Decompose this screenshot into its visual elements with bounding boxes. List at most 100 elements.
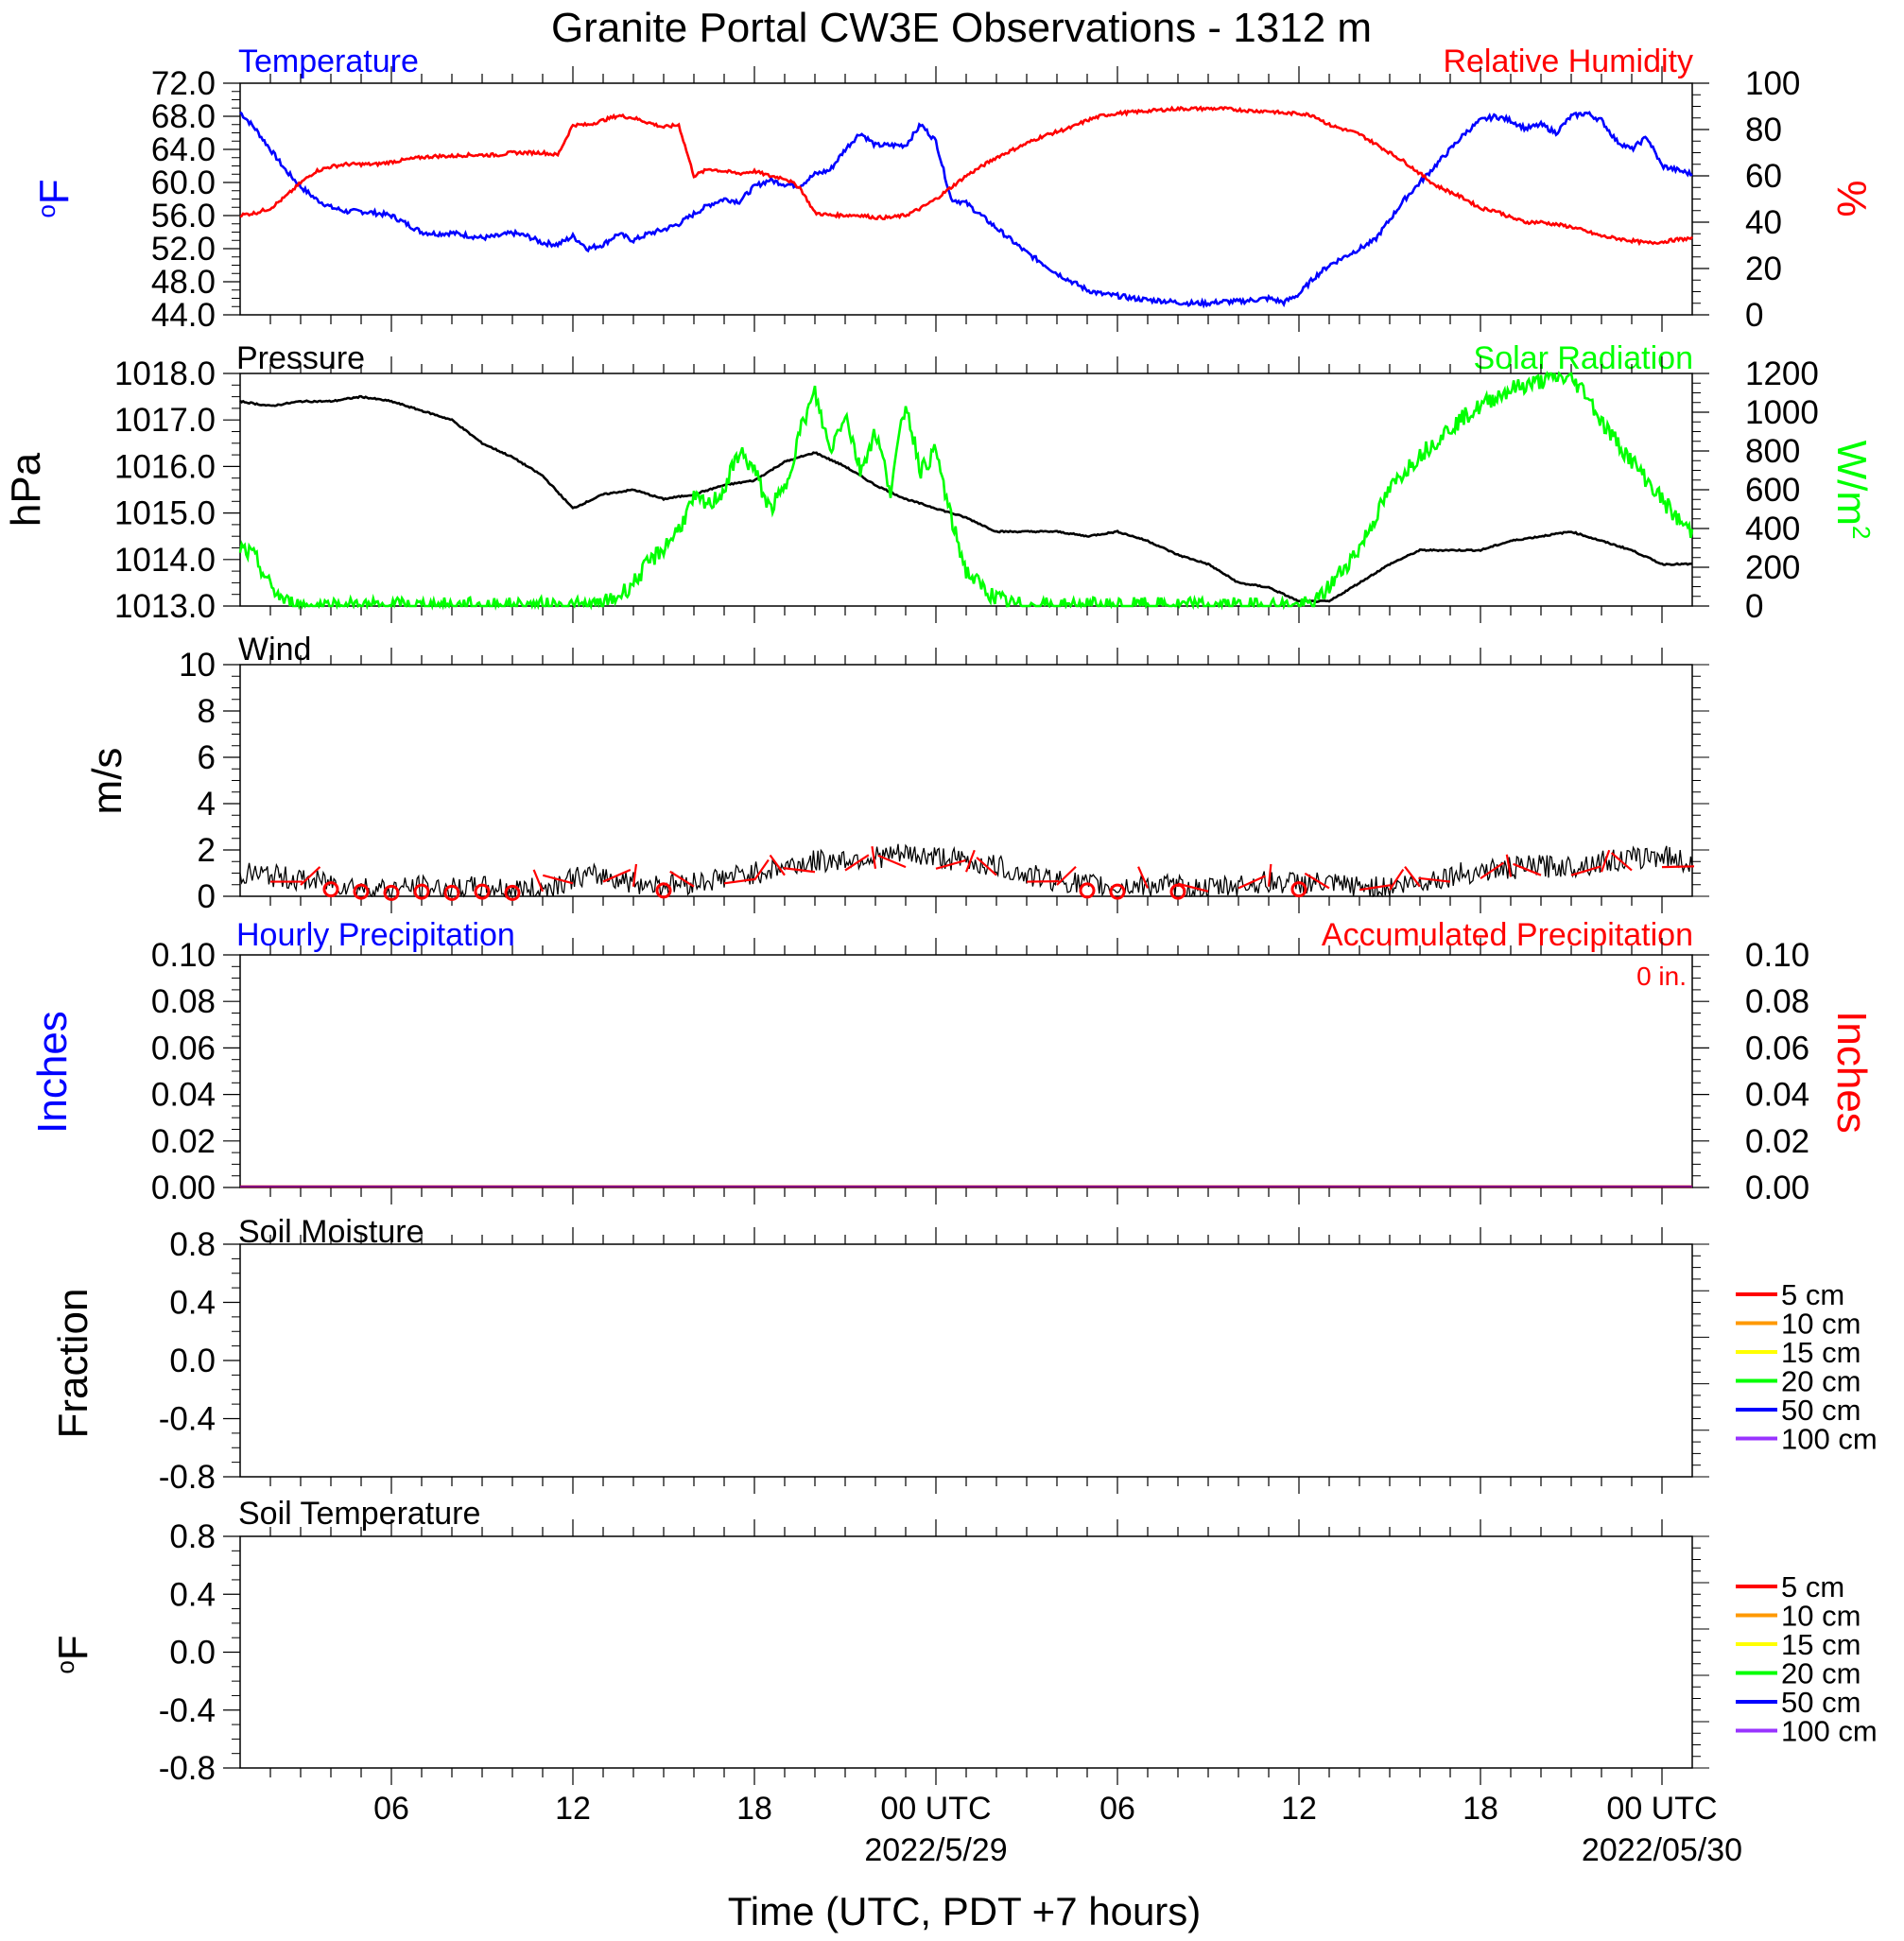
wind-barb [844, 854, 870, 872]
wind-barb [602, 868, 632, 883]
y-tick-label: 68.0 [151, 98, 216, 135]
x-tick-label: 18 [1463, 1791, 1498, 1827]
wind-barb [1513, 862, 1542, 876]
calm-wind-marker [353, 883, 370, 900]
y-tick-label: 0 [1745, 588, 1763, 625]
y-tick-label: -0.8 [159, 1750, 216, 1787]
y-tick-label: 60 [1745, 158, 1782, 195]
wind-barb [669, 870, 695, 888]
y-tick-label: 0.8 [169, 1518, 216, 1555]
panel-frame [239, 82, 1693, 316]
legend-label: 15 cm [1781, 1336, 1861, 1369]
y-tick-label: 1014.0 [114, 542, 216, 579]
hourly-precip-title: Hourly Precipitation [236, 917, 515, 953]
y-tick-label: 44.0 [151, 297, 216, 334]
x-tick-label: 06 [1099, 1791, 1135, 1827]
wind-barb [769, 854, 786, 876]
y-tick-label: 8 [198, 693, 216, 730]
accumulated-precip-ylabel: Inches [1828, 1011, 1875, 1134]
humidity-ylabel: % [1828, 180, 1875, 217]
wind-barb [1359, 884, 1392, 892]
wind-barb [783, 867, 816, 874]
y-tick-label: 0 [1745, 297, 1763, 334]
y-tick-label: -0.4 [159, 1401, 216, 1438]
wind-panel: Wind m/s [84, 632, 311, 814]
fahrenheit-unit: F [31, 179, 78, 204]
pressure-solar-panel: Pressure Solar Radiation hPa W/m2 [3, 340, 1876, 539]
y-tick-label: 0.0 [169, 1635, 216, 1672]
calm-wind-marker [322, 881, 339, 898]
y-tick-label: 600 [1745, 472, 1800, 509]
wind-barb [300, 866, 321, 886]
y-tick-label: 0.02 [1745, 1123, 1809, 1160]
y-tick-label: 2 [198, 832, 216, 869]
legend-label: 5 cm [1781, 1278, 1844, 1311]
x-date-label: 2022/05/30 [1582, 1832, 1742, 1868]
wind-barb [1267, 863, 1272, 887]
x-tick-label: 12 [1281, 1791, 1317, 1827]
legend-label: 50 cm [1781, 1394, 1861, 1427]
soil-temperature-title: Soil Temperature [238, 1496, 480, 1532]
wind-barb [1389, 868, 1405, 891]
y-tick-label: 64.0 [151, 131, 216, 168]
humidity-title: Relative Humidity [1443, 43, 1693, 79]
degree-sign: o [32, 204, 61, 217]
y-tick-label: 100 [1745, 65, 1800, 102]
pressure-ylabel: hPa [3, 452, 49, 527]
solar-title: Solar Radiation [1474, 340, 1693, 376]
wind-barb [871, 846, 877, 870]
y-tick-label: 0 [198, 878, 216, 915]
calm-wind-marker [413, 883, 430, 900]
y-tick-label: 4 [198, 786, 216, 823]
y-tick-label: 6 [198, 739, 216, 776]
y-tick-label: 400 [1745, 511, 1800, 547]
y-tick-label: 0.4 [169, 1285, 216, 1322]
temperature-ylabel: oF [31, 179, 78, 217]
wind-barb [1570, 865, 1601, 876]
y-tick-label: 1000 [1745, 394, 1819, 431]
y-tick-label: 0.02 [151, 1123, 216, 1160]
wind-barb [1177, 882, 1209, 893]
y-tick-label: 1015.0 [114, 495, 216, 532]
y-tick-label: -0.8 [159, 1459, 216, 1496]
y-tick-label: 0.06 [1745, 1030, 1809, 1066]
x-axis-label: Time (UTC, PDT +7 hours) [728, 1889, 1202, 1933]
wind-barb [1480, 861, 1505, 880]
legend-label: 5 cm [1781, 1570, 1844, 1603]
soil-temperature-ylabel: oF [50, 1635, 96, 1673]
calm-wind-marker [504, 884, 521, 901]
y-tick-label: 80 [1745, 112, 1782, 148]
degree-sign: o [51, 1660, 79, 1673]
y-tick-label: 52.0 [151, 231, 216, 268]
legend-label: 10 cm [1781, 1308, 1861, 1341]
svg-text:oF: oF [50, 1635, 96, 1673]
precipitation-panel: Hourly Precipitation Accumulated Precipi… [29, 917, 1875, 1134]
chart-marks: 72.068.064.060.056.052.048.044.010080604… [114, 65, 1878, 1868]
temperature-humidity-panel: Temperature Relative Humidity oF % [31, 43, 1875, 218]
wind-barb [1661, 865, 1695, 869]
y-tick-label: 200 [1745, 549, 1800, 586]
calm-wind-marker [1169, 883, 1186, 900]
x-tick-label: 18 [736, 1791, 772, 1827]
y-tick-label: 1013.0 [114, 588, 216, 625]
y-tick-label: 1017.0 [114, 402, 216, 439]
svg-text:oF: oF [31, 179, 78, 217]
wind-ylabel: m/s [84, 748, 130, 815]
y-tick-label: 40 [1745, 204, 1782, 241]
squared-sign: 2 [1847, 526, 1876, 539]
y-tick-label: 800 [1745, 433, 1800, 470]
y-tick-label: 0.00 [151, 1170, 216, 1206]
legend-label: 100 cm [1781, 1423, 1878, 1456]
wind-barb [1404, 866, 1421, 888]
legend-label: 20 cm [1781, 1657, 1861, 1690]
legend-label: 50 cm [1781, 1686, 1861, 1719]
fahrenheit-unit: F [50, 1635, 96, 1660]
y-tick-label: 60.0 [151, 165, 216, 201]
y-tick-label: 0.06 [151, 1030, 216, 1066]
wind-barb [976, 857, 997, 876]
wind-barb [1056, 865, 1077, 886]
wind-barb [1505, 854, 1513, 877]
hourly-precip-ylabel: Inches [29, 1011, 76, 1134]
y-tick-label: 48.0 [151, 264, 216, 301]
